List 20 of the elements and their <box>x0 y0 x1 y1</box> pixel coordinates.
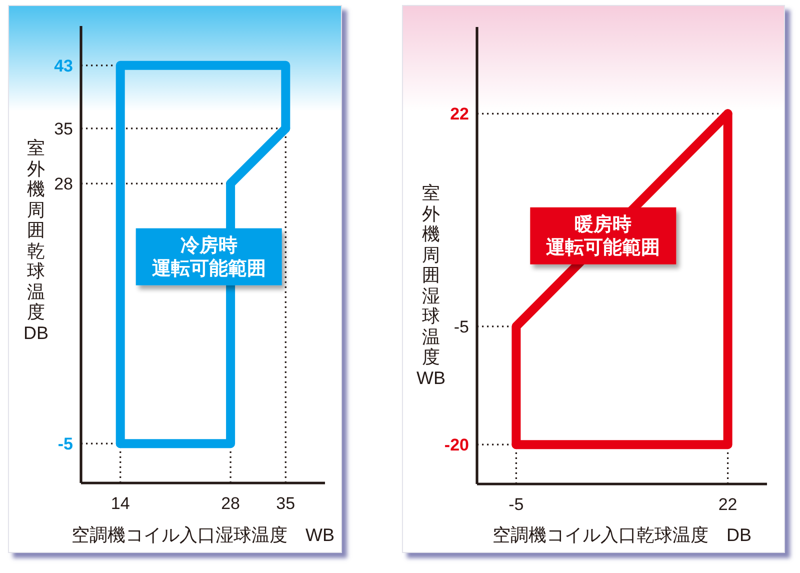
annotation: 運転可能範囲 <box>150 257 266 280</box>
annotation: 暖房時 <box>574 214 632 236</box>
annotation: 冷房時 <box>180 234 238 256</box>
x-tick-label: 14 <box>110 494 130 513</box>
x-tick-label: 22 <box>718 494 738 514</box>
y-tick-label: 35 <box>54 119 73 138</box>
text: 室外機周囲乾球温度DB <box>23 138 48 342</box>
y-tick-label: 43 <box>54 56 73 76</box>
x-tick-label: -5 <box>508 494 524 514</box>
x-axis-title: 空調機コイル入口湿球温度 WB <box>72 525 334 545</box>
y-tick-label: 28 <box>54 174 73 194</box>
x-axis-title: 空調機コイル入口乾球温度 DB <box>492 525 752 545</box>
annotation: 運転可能範囲 <box>545 236 660 258</box>
y-tick-label: -20 <box>444 436 469 455</box>
y-tick-label: -5 <box>58 434 73 454</box>
text: 室外機周囲湿球温度WB <box>416 183 446 388</box>
x-tick-label: 28 <box>221 494 240 513</box>
y-tick-label: 22 <box>450 104 469 124</box>
y-tick-label: -5 <box>454 317 469 336</box>
x-tick-label: 35 <box>276 494 296 513</box>
